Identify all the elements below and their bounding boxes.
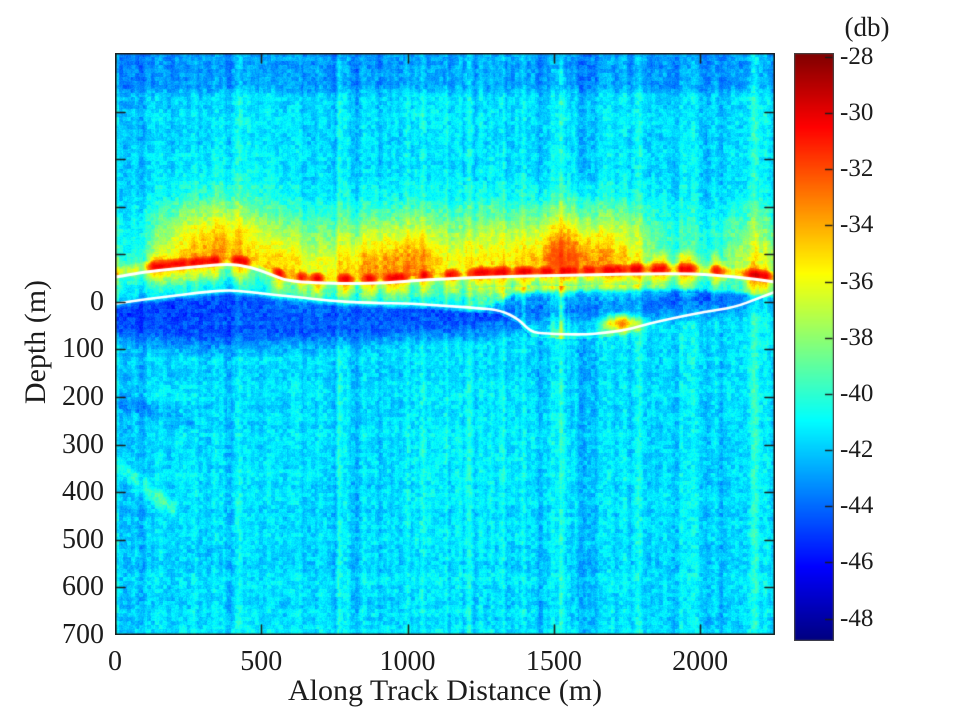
y-tick-label-200: 200	[62, 381, 104, 413]
colorbar-tick-label--32: -32	[840, 155, 874, 183]
x-tick-label-2000: 2000	[672, 646, 729, 677]
colorbar-unit-label: (db)	[844, 12, 890, 42]
colorbar-tick-label--28: -28	[840, 42, 874, 70]
heatmap-plot	[115, 53, 775, 635]
colorbar-tick-label--40: -40	[840, 379, 874, 407]
y-tick-label-300: 300	[62, 428, 104, 460]
x-tick-label-0: 0	[108, 646, 122, 677]
colorbar-tick-label--44: -44	[840, 492, 874, 520]
colorbar-tick-label--30: -30	[840, 99, 874, 127]
x-tick-label-1000: 1000	[379, 646, 436, 677]
x-tick-label-1500: 1500	[525, 646, 582, 677]
y-tick-label-600: 600	[62, 571, 104, 603]
colorbar-tick-label--36: -36	[840, 267, 874, 295]
y-tick-label-500: 500	[62, 523, 104, 555]
colorbar-tick-label--42: -42	[840, 436, 874, 464]
x-tick-label-500: 500	[240, 646, 283, 677]
colorbar	[794, 53, 834, 641]
colorbar-tick-label--46: -46	[840, 548, 874, 576]
y-tick-label-100: 100	[62, 333, 104, 365]
colorbar-tick-label--34: -34	[840, 211, 874, 239]
x-axis-label: Along Track Distance (m)	[287, 674, 603, 707]
y-tick-label-0: 0	[90, 285, 104, 317]
y-tick-label-400: 400	[62, 476, 104, 508]
colorbar-tick-label--48: -48	[840, 604, 874, 632]
colorbar-tick-label--38: -38	[840, 323, 874, 351]
y-tick-label-700: 700	[62, 619, 104, 650]
